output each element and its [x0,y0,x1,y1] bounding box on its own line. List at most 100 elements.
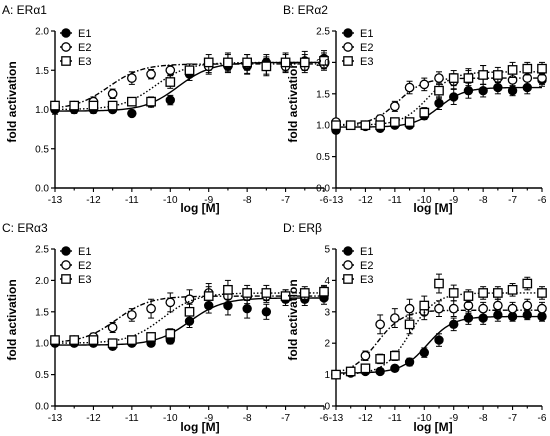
panel-d-e3-point [360,363,371,374]
panel-a-e3-point [107,100,118,111]
panel-d-e2-fit-line [335,309,542,373]
panel-a-e2-legend-marker [61,42,71,52]
panel-b-x-tick-label: -10 [417,195,432,206]
panel-a-title: A: ERα1 [2,3,47,17]
panel-c-e3-point [107,338,118,349]
panel-b-e3-point [537,63,547,74]
panel-a-e3-point [223,57,233,68]
panel-a-e3-legend-marker [61,56,71,66]
panel-a-e1-legend-marker [61,28,71,38]
panel-d-e3-point [478,288,488,298]
panel-b-x-tick-label: -11 [388,195,402,206]
panel-d-legend-e2: E2 [360,260,373,272]
panel-d-y-tick-label: 2 [324,339,330,350]
panel-c-e3-point [165,328,176,339]
panel-d-e3-point [522,278,533,289]
panel-c-e3-point [242,288,252,298]
panel-c-x-tick-label: -13 [48,413,63,424]
panel-a-y-tick-label: 2.0 [35,27,49,38]
panel-a-x-tick-label: -11 [125,195,139,206]
panel-b-y-tick-label: 1.5 [316,89,330,100]
panel-b-x-tick-label: -8 [479,195,488,206]
panel-c-e3-point [88,335,99,345]
panel-d-e2-point [537,303,547,314]
panel-b-e2-point [390,101,400,112]
panel-b-x-tick-label: -9 [449,195,458,206]
panel-c-e3-point [69,335,80,345]
panel-d-e3-point [375,354,385,364]
panel-d-xlabel: log [M] [413,420,452,434]
panel-d-y-tick-label: 4 [324,276,330,287]
panel-d-e1-fit-line [335,315,542,374]
panel-c-xlabel: log [M] [180,420,219,434]
panel-b-x-tick-label: -13 [329,195,344,206]
panel-b-x-tick-label: -7 [508,195,517,206]
panel-b-e2-legend-marker [343,42,353,52]
panel-a-xlabel: log [M] [180,201,219,215]
panel-a-e3-point [242,57,252,68]
panel-b-e3-point [493,70,503,80]
panel-d-e2-point [390,313,400,323]
panel-a-e3-point [203,57,214,68]
panel-b-legend-e3: E3 [360,56,373,68]
panel-c-e2-legend-marker [61,260,71,270]
panel-a-legend-e1: E1 [78,28,91,40]
panel-d: D: ERβ log [M] fold activation E1 E2 E3 … [283,221,547,434]
panel-b-legend-e2: E2 [360,42,373,54]
panel-c-e3-fit-line [54,292,324,344]
panel-b-e3-point [434,85,444,96]
panel-a-e3-point [184,65,195,76]
panel-b-ylabel: fold activation [286,61,300,142]
panel-d-legend-e1: E1 [360,246,373,258]
panel-c-e3-point [280,291,291,301]
panel-d-e2-point [448,303,459,314]
panel-a-e3-point [146,96,156,107]
panel-d-e3-point [331,369,341,380]
panel-a-x-tick-label: -7 [281,195,290,206]
panel-a-x-tick-label: -10 [163,195,178,206]
panel-b-e1-point [478,85,488,96]
panel-d-e1-point [434,335,444,345]
panel-d-e2-point [434,303,444,314]
panel-b-e3-point [390,117,400,127]
panel-a-e3-point [261,61,272,72]
panel-d-y-tick-label: 5 [324,245,330,256]
panel-c-e2-point [146,303,156,314]
panel-d-e2-point [360,350,371,361]
panel-c-e2-point [165,297,176,308]
panel-b-e1-point [449,92,459,102]
panel-b-x-tick-label: -6 [538,195,547,206]
panel-a-e3-point [50,100,60,111]
panel-d-e3-point [463,291,474,301]
panel-a-e3-point [165,77,176,87]
panel-d-title: D: ERβ [283,221,322,235]
panel-c-x-tick-label: -7 [281,413,290,424]
panel-d-legend-e3: E3 [360,274,373,286]
panel-c-e2-point [127,310,137,320]
panel-a-e2-point [107,88,118,99]
panel-c-e3-point [146,332,156,342]
panel-b: B: ERα2 log [M] fold activation E1 E2 E3… [283,3,547,215]
panel-d-x-tick-label: -9 [449,413,458,424]
panel-d-e3-point [537,288,547,298]
panel-b-e3-point [478,70,488,80]
panel-a-e2-point [146,69,156,80]
panel-c-e1-point [261,307,272,317]
panel-b-y-tick-label: 0.5 [316,152,330,163]
panel-b-e1-legend-marker [343,28,353,38]
panel-d-e2-point [507,303,518,314]
panel-d-e1-point [449,319,459,330]
panel-c-e3-point [223,284,233,295]
panel-b-y-tick-label: 2.0 [316,58,330,69]
panel-d-e3-point [448,288,459,298]
panel-c-y-tick-label: 2.5 [35,245,49,256]
panel-a-legend-e2: E2 [78,42,91,54]
panel-c-e3-point [261,288,272,298]
panel-d-x-tick-label: -13 [329,413,344,424]
panel-b-y-tick-label: 1.0 [316,121,330,132]
panel-c-y-tick-label: 0.5 [35,370,49,381]
panel-b-xlabel: log [M] [413,201,452,215]
panel-c-title: C: ERα3 [2,221,48,235]
panel-b-legend-e1: E1 [360,28,373,40]
panel-b-e3-point [331,120,341,131]
